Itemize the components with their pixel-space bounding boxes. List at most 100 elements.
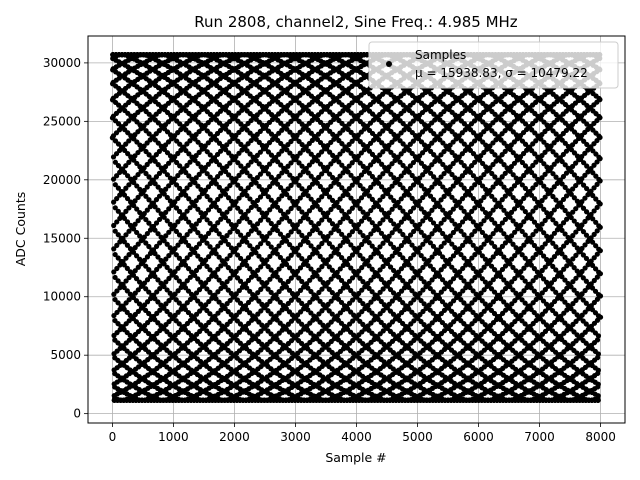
data-point — [175, 150, 181, 157]
data-point — [213, 204, 219, 210]
data-point — [225, 265, 231, 271]
data-point — [167, 198, 173, 204]
data-point — [195, 230, 201, 236]
data-point — [279, 216, 285, 222]
data-point — [134, 183, 140, 189]
data-point — [143, 148, 149, 155]
data-point — [224, 301, 230, 307]
data-point — [184, 208, 190, 214]
data-point — [237, 278, 244, 284]
data-point — [141, 165, 147, 171]
data-point — [247, 196, 253, 202]
data-point — [121, 239, 127, 245]
data-point — [236, 172, 242, 178]
data-point — [216, 254, 222, 260]
data-point — [163, 186, 169, 192]
data-point — [187, 228, 193, 234]
data-point — [132, 153, 138, 159]
data-point — [155, 184, 161, 190]
data-point — [283, 238, 290, 244]
data-point — [187, 251, 193, 258]
data-point — [253, 250, 259, 256]
data-point — [215, 173, 221, 180]
data-point — [121, 192, 128, 198]
data-point — [296, 205, 302, 212]
data-point — [126, 182, 132, 188]
data-point — [167, 175, 174, 181]
data-point — [224, 209, 230, 215]
data-point — [253, 295, 259, 301]
data-point — [137, 164, 143, 170]
data-point — [267, 161, 273, 167]
data-point — [130, 272, 137, 278]
data-point — [288, 205, 294, 212]
data-point — [153, 197, 160, 203]
data-point — [121, 262, 127, 268]
data-point — [288, 252, 294, 258]
data-point — [206, 298, 212, 305]
data-point — [115, 232, 121, 238]
data-point — [175, 288, 181, 294]
data-point — [236, 265, 242, 271]
data-point — [264, 187, 270, 193]
data-point — [125, 173, 131, 179]
data-point — [284, 215, 290, 221]
data-point — [111, 222, 117, 229]
data-point — [234, 252, 241, 258]
data-point — [146, 220, 152, 226]
data-point — [132, 198, 138, 204]
data-point — [163, 279, 169, 285]
data-point — [256, 230, 262, 236]
data-point — [222, 238, 228, 244]
data-point — [161, 168, 167, 174]
data-point — [254, 152, 260, 159]
data-point — [192, 272, 198, 279]
data-point — [124, 219, 131, 225]
data-point — [183, 147, 189, 154]
data-point — [204, 217, 210, 223]
data-point — [213, 274, 219, 280]
data-point — [245, 162, 251, 168]
data-point — [215, 196, 221, 203]
data-point — [166, 160, 172, 166]
data-point — [172, 222, 178, 228]
data-point — [183, 192, 189, 198]
data-point — [273, 246, 279, 253]
data-point — [202, 257, 209, 263]
data-point — [196, 264, 203, 270]
data-point — [245, 208, 251, 214]
data-point — [268, 174, 275, 180]
data-point — [218, 285, 224, 292]
data-point — [126, 252, 132, 258]
data-point — [274, 296, 280, 302]
data-point — [186, 219, 192, 225]
data-point — [263, 164, 270, 171]
data-point — [224, 279, 230, 285]
data-point — [196, 194, 202, 200]
data-point — [283, 284, 290, 290]
data-point — [146, 289, 152, 295]
data-point — [218, 216, 224, 222]
data-point — [141, 234, 147, 240]
data-point — [265, 263, 271, 270]
data-point — [112, 274, 118, 281]
data-point — [161, 283, 167, 290]
data-point — [193, 198, 199, 204]
data-point — [224, 233, 230, 239]
data-point — [253, 273, 259, 279]
data-point — [264, 210, 270, 216]
data-point — [213, 251, 219, 257]
data-point — [267, 230, 273, 236]
data-point — [146, 243, 152, 250]
data-point — [267, 276, 273, 282]
data-point — [249, 296, 255, 302]
data-point — [236, 150, 242, 156]
data-point — [207, 244, 213, 250]
data-point — [267, 184, 273, 190]
data-point — [193, 244, 199, 251]
data-point — [284, 191, 290, 198]
data-point — [135, 264, 141, 270]
data-point — [294, 268, 301, 274]
data-point — [175, 242, 181, 248]
data-point — [213, 158, 219, 165]
